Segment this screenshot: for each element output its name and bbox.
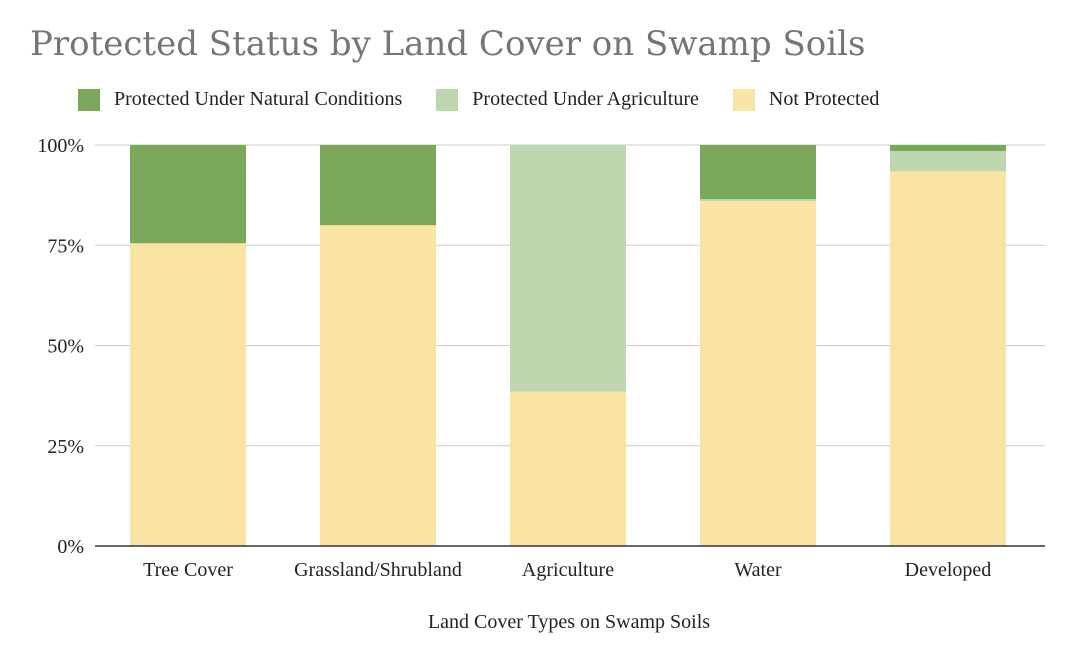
legend-label-agriculture: Protected Under Agriculture bbox=[472, 88, 699, 110]
legend-swatch-not-protected bbox=[732, 88, 755, 111]
bar-natural[interactable] bbox=[890, 145, 1006, 152]
bar-agriculture[interactable] bbox=[510, 145, 626, 392]
bars bbox=[130, 145, 1006, 546]
legend-item-agriculture[interactable]: Protected Under Agriculture bbox=[436, 88, 699, 111]
x-tick-label: Developed bbox=[905, 559, 992, 581]
x-tick-label: Agriculture bbox=[522, 559, 614, 581]
x-tick-label: Grassland/Shrubland bbox=[294, 559, 462, 581]
y-tick-label: 25% bbox=[47, 436, 84, 458]
bar-agriculture[interactable] bbox=[890, 151, 1006, 172]
legend: Protected Under Natural Conditions Prote… bbox=[78, 88, 913, 111]
chart-title: Protected Status by Land Cover on Swamp … bbox=[30, 24, 866, 64]
y-tick-label: 75% bbox=[47, 235, 84, 257]
x-tick-label: Tree Cover bbox=[143, 559, 233, 581]
x-tick-label: Water bbox=[734, 559, 782, 581]
bar-not-protected[interactable] bbox=[130, 243, 246, 546]
bar-agriculture[interactable] bbox=[700, 199, 816, 202]
bar-not-protected[interactable] bbox=[510, 391, 626, 546]
x-axis-title: Land Cover Types on Swamp Soils bbox=[428, 611, 710, 633]
legend-item-not-protected[interactable]: Not Protected bbox=[732, 88, 880, 111]
bar-natural[interactable] bbox=[700, 145, 816, 200]
bar-natural[interactable] bbox=[320, 145, 436, 226]
legend-label-natural: Protected Under Natural Conditions bbox=[114, 88, 403, 110]
legend-swatch-agriculture bbox=[436, 88, 459, 111]
bar-not-protected[interactable] bbox=[890, 171, 1006, 546]
legend-label-not-protected: Not Protected bbox=[768, 88, 880, 110]
legend-item-natural[interactable]: Protected Under Natural Conditions bbox=[78, 88, 402, 111]
legend-swatch-natural bbox=[78, 88, 100, 111]
y-tick-labels: 0% 25% 50% 75% 100% bbox=[37, 135, 84, 558]
bar-not-protected[interactable] bbox=[700, 201, 816, 546]
y-tick-label: 0% bbox=[57, 536, 84, 558]
y-tick-label: 50% bbox=[47, 336, 84, 358]
bar-not-protected[interactable] bbox=[320, 225, 436, 546]
x-tick-labels: Tree Cover Grassland/Shrubland Agriculture… bbox=[143, 559, 991, 581]
bar-natural[interactable] bbox=[130, 145, 246, 244]
y-tick-label: 100% bbox=[37, 135, 84, 157]
